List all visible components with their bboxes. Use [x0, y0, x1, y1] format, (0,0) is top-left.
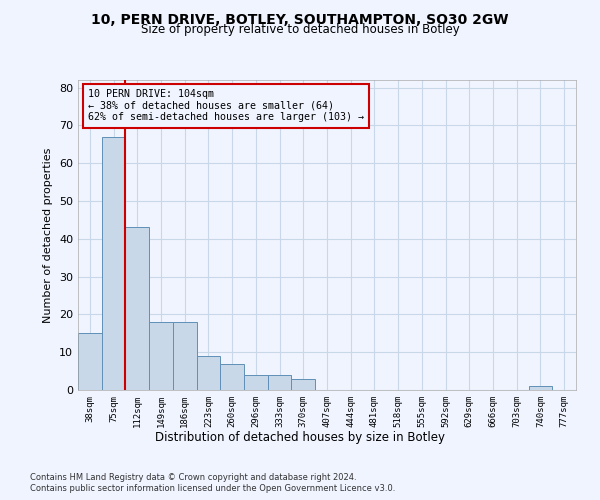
Bar: [102, 136, 125, 390]
Bar: [149, 322, 173, 390]
Bar: [220, 364, 244, 390]
Bar: [173, 322, 197, 390]
Y-axis label: Number of detached properties: Number of detached properties: [43, 148, 53, 322]
Bar: [292, 378, 315, 390]
Text: 10 PERN DRIVE: 104sqm
← 38% of detached houses are smaller (64)
62% of semi-deta: 10 PERN DRIVE: 104sqm ← 38% of detached …: [88, 90, 364, 122]
Text: 10, PERN DRIVE, BOTLEY, SOUTHAMPTON, SO30 2GW: 10, PERN DRIVE, BOTLEY, SOUTHAMPTON, SO3…: [91, 12, 509, 26]
Bar: [268, 375, 292, 390]
Bar: [529, 386, 552, 390]
Bar: [244, 375, 268, 390]
Bar: [197, 356, 220, 390]
Bar: [125, 228, 149, 390]
Bar: [78, 334, 102, 390]
Text: Size of property relative to detached houses in Botley: Size of property relative to detached ho…: [140, 24, 460, 36]
Text: Distribution of detached houses by size in Botley: Distribution of detached houses by size …: [155, 431, 445, 444]
Text: Contains public sector information licensed under the Open Government Licence v3: Contains public sector information licen…: [30, 484, 395, 493]
Text: Contains HM Land Registry data © Crown copyright and database right 2024.: Contains HM Land Registry data © Crown c…: [30, 472, 356, 482]
